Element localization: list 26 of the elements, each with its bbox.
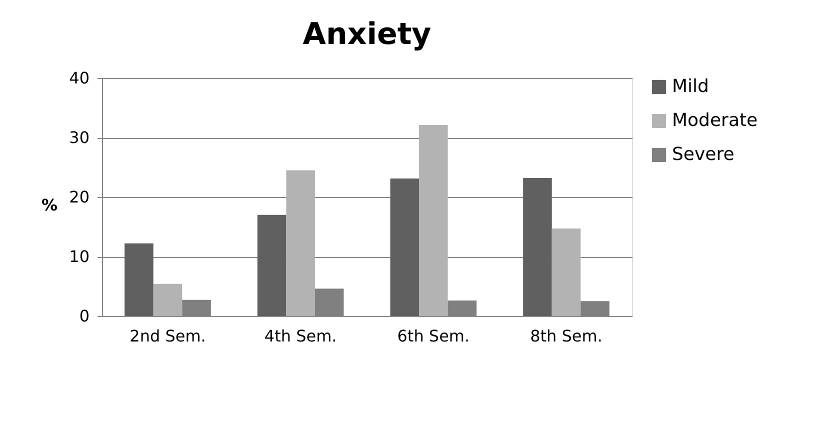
y-tick-label: 30 bbox=[69, 128, 90, 147]
x-tick-label: 6th Sem. bbox=[397, 326, 470, 346]
chart-title: Anxiety bbox=[302, 17, 432, 52]
bar bbox=[286, 170, 315, 316]
legend-label: Mild bbox=[672, 76, 709, 97]
bar bbox=[257, 214, 286, 316]
x-tick-label: 2nd Sem. bbox=[130, 326, 206, 346]
legend-label: Moderate bbox=[672, 110, 758, 131]
bar bbox=[448, 300, 477, 316]
x-tick-label: 8th Sem. bbox=[530, 326, 602, 346]
bar bbox=[390, 178, 420, 316]
bar bbox=[419, 125, 448, 316]
y-tick-label: 40 bbox=[69, 68, 90, 88]
bar bbox=[153, 284, 182, 316]
bar bbox=[552, 228, 581, 316]
y-tick-label: 20 bbox=[69, 188, 90, 206]
bar bbox=[314, 288, 344, 316]
bar bbox=[580, 301, 610, 316]
y-tick-label: 0 bbox=[79, 306, 90, 326]
y-axis-title: % bbox=[41, 196, 58, 214]
legend-label: Severe bbox=[672, 144, 734, 165]
bar bbox=[523, 178, 552, 316]
y-tick-label: 10 bbox=[69, 247, 90, 266]
bar bbox=[182, 300, 211, 316]
x-tick-label: 4th Sem. bbox=[264, 326, 337, 346]
bar bbox=[124, 243, 154, 316]
